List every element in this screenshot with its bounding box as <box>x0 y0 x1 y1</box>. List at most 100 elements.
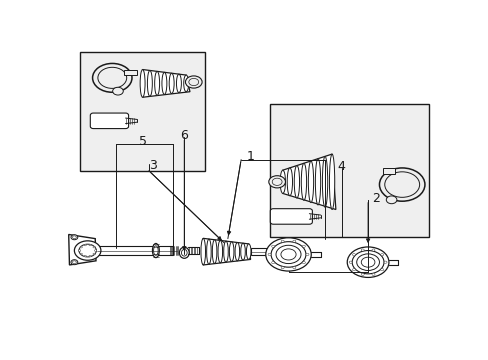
Circle shape <box>92 63 132 92</box>
Ellipse shape <box>153 246 158 255</box>
Circle shape <box>272 178 282 185</box>
Ellipse shape <box>201 238 205 265</box>
Ellipse shape <box>212 240 217 264</box>
Ellipse shape <box>308 161 313 203</box>
Ellipse shape <box>162 72 166 94</box>
Circle shape <box>356 254 379 270</box>
Text: 6: 6 <box>180 129 188 142</box>
Text: 2: 2 <box>371 192 379 205</box>
Circle shape <box>383 261 386 263</box>
Circle shape <box>72 261 76 264</box>
Ellipse shape <box>206 239 211 264</box>
Ellipse shape <box>315 159 320 205</box>
Circle shape <box>84 244 86 246</box>
Circle shape <box>371 249 374 251</box>
Ellipse shape <box>246 244 250 260</box>
Circle shape <box>384 172 419 197</box>
Ellipse shape <box>140 69 145 97</box>
Bar <box>269 104 428 237</box>
Ellipse shape <box>176 74 181 93</box>
Circle shape <box>89 244 91 246</box>
Circle shape <box>348 261 351 263</box>
Circle shape <box>98 67 126 89</box>
Polygon shape <box>282 154 335 210</box>
Circle shape <box>280 249 295 260</box>
Circle shape <box>346 247 388 278</box>
Circle shape <box>93 246 95 248</box>
Polygon shape <box>124 70 137 75</box>
Ellipse shape <box>329 154 334 210</box>
Circle shape <box>292 240 295 242</box>
Circle shape <box>361 257 374 267</box>
Circle shape <box>380 253 383 256</box>
Circle shape <box>281 266 284 269</box>
Circle shape <box>302 245 305 247</box>
Circle shape <box>74 241 101 260</box>
Circle shape <box>84 255 86 257</box>
Circle shape <box>265 238 310 271</box>
Circle shape <box>71 235 78 240</box>
Circle shape <box>361 249 364 251</box>
Circle shape <box>275 245 301 264</box>
Bar <box>250 248 280 255</box>
Ellipse shape <box>169 73 174 94</box>
Bar <box>80 51 205 171</box>
Circle shape <box>72 236 76 239</box>
Ellipse shape <box>322 156 327 207</box>
Circle shape <box>302 261 305 264</box>
Ellipse shape <box>154 71 159 95</box>
Ellipse shape <box>294 166 299 198</box>
Circle shape <box>79 244 96 257</box>
FancyBboxPatch shape <box>90 113 128 129</box>
Circle shape <box>380 269 383 271</box>
Circle shape <box>271 245 274 247</box>
Polygon shape <box>383 168 394 174</box>
Ellipse shape <box>181 249 187 256</box>
Circle shape <box>352 269 355 271</box>
Circle shape <box>267 253 270 256</box>
Circle shape <box>112 87 123 95</box>
Circle shape <box>71 260 78 265</box>
Ellipse shape <box>147 71 152 96</box>
Ellipse shape <box>152 243 159 258</box>
Circle shape <box>305 253 308 256</box>
Circle shape <box>89 255 91 257</box>
Circle shape <box>188 78 198 86</box>
Circle shape <box>361 273 364 275</box>
Circle shape <box>268 176 285 188</box>
Text: 3: 3 <box>148 159 156 172</box>
Ellipse shape <box>179 247 189 258</box>
Ellipse shape <box>229 242 233 261</box>
Circle shape <box>80 253 82 255</box>
Ellipse shape <box>286 168 292 196</box>
Text: 1: 1 <box>246 150 254 163</box>
Polygon shape <box>68 234 96 265</box>
Polygon shape <box>142 69 189 97</box>
Ellipse shape <box>240 243 245 260</box>
Circle shape <box>185 76 202 88</box>
Bar <box>97 246 173 255</box>
Polygon shape <box>203 238 250 265</box>
Circle shape <box>351 251 383 274</box>
Circle shape <box>271 261 274 264</box>
Text: 5: 5 <box>138 135 146 148</box>
Circle shape <box>379 168 424 201</box>
Ellipse shape <box>301 163 306 200</box>
Circle shape <box>386 196 396 204</box>
Circle shape <box>94 250 97 251</box>
Ellipse shape <box>235 243 239 261</box>
Ellipse shape <box>223 241 228 262</box>
Ellipse shape <box>280 170 285 193</box>
Circle shape <box>80 246 82 248</box>
Text: 4: 4 <box>337 160 345 173</box>
FancyBboxPatch shape <box>270 209 312 224</box>
Ellipse shape <box>218 240 222 263</box>
Circle shape <box>371 273 374 275</box>
Circle shape <box>281 240 284 242</box>
Circle shape <box>292 266 295 269</box>
Circle shape <box>352 253 355 256</box>
Circle shape <box>93 253 95 255</box>
Ellipse shape <box>183 75 188 92</box>
Circle shape <box>79 250 81 251</box>
Circle shape <box>270 242 305 267</box>
